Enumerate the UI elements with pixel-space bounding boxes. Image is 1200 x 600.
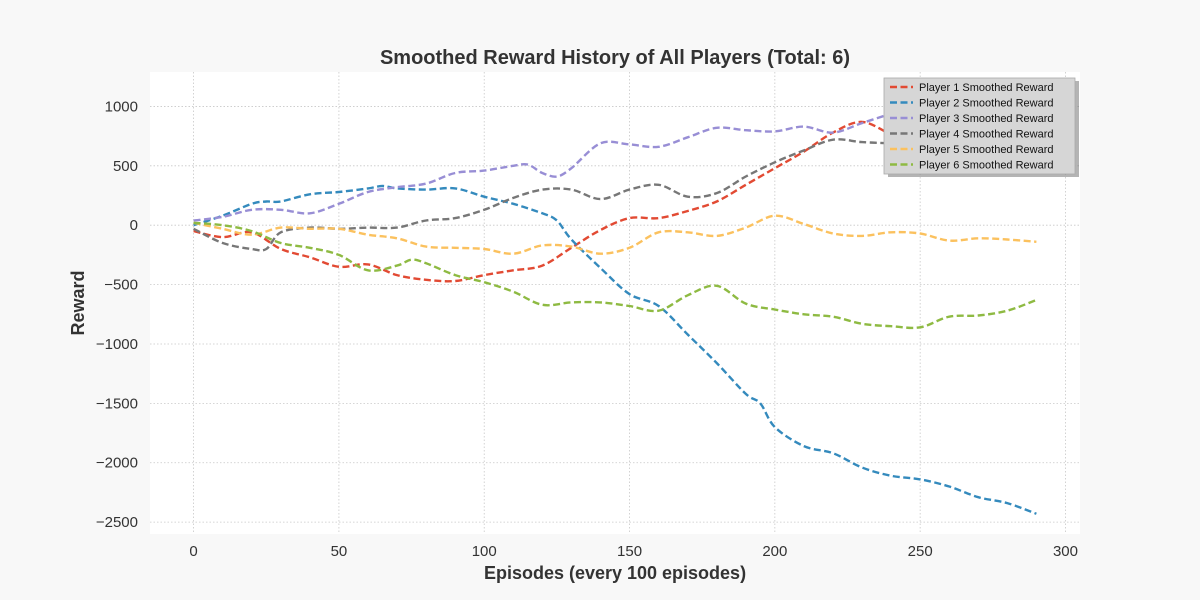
series-line-player-3 <box>193 112 892 222</box>
series-line-player-5 <box>193 214 1037 255</box>
legend-label: Player 2 Smoothed Reward <box>919 98 1054 110</box>
chart-title: Smoothed Reward History of All Players (… <box>380 47 850 69</box>
x-axis-label: Episodes (every 100 episodes) <box>484 563 746 583</box>
series-line-player-2 <box>193 184 1037 515</box>
x-tick-label: 100 <box>472 543 497 560</box>
legend: Player 1 Smoothed Reward Player 2 Smoothe… <box>883 77 1079 177</box>
y-tick-label: −1500 <box>96 395 138 412</box>
legend-items: Player 1 Smoothed Reward Player 2 Smoothe… <box>890 82 1054 172</box>
x-tick-label: 200 <box>762 543 787 560</box>
y-tick-label: 1000 <box>105 98 138 115</box>
x-tick-label: 50 <box>331 543 348 560</box>
y-tick-label: 500 <box>113 158 138 175</box>
series-line-player-4 <box>193 138 892 252</box>
legend-label: Player 1 Smoothed Reward <box>919 82 1054 94</box>
series-line-player-6 <box>193 221 1037 330</box>
legend-label: Player 5 Smoothed Reward <box>919 144 1054 156</box>
y-tick-label: −500 <box>104 277 138 294</box>
series-line-player-1 <box>193 120 892 283</box>
x-axis-ticks: 0 50 100 150 200 250 300 <box>189 543 1078 560</box>
legend-label: Player 6 Smoothed Reward <box>919 160 1054 172</box>
series-lines <box>193 112 1037 515</box>
x-tick-label: 0 <box>189 543 197 560</box>
y-tick-label: −2000 <box>96 455 138 472</box>
legend-label: Player 3 Smoothed Reward <box>919 113 1054 125</box>
legend-box <box>883 77 1076 175</box>
y-tick-label: 0 <box>130 217 138 234</box>
y-axis-ticks: 1000 500 0 −500 −1000 −1500 −2000 −2500 <box>96 98 138 531</box>
x-tick-label: 150 <box>617 543 642 560</box>
y-axis-label: Reward <box>68 270 88 335</box>
x-tick-label: 250 <box>908 543 933 560</box>
x-tick-label: 300 <box>1053 543 1078 560</box>
legend-label: Player 4 Smoothed Reward <box>919 129 1054 141</box>
y-tick-label: −1000 <box>96 336 138 353</box>
y-tick-label: −2500 <box>96 514 138 531</box>
